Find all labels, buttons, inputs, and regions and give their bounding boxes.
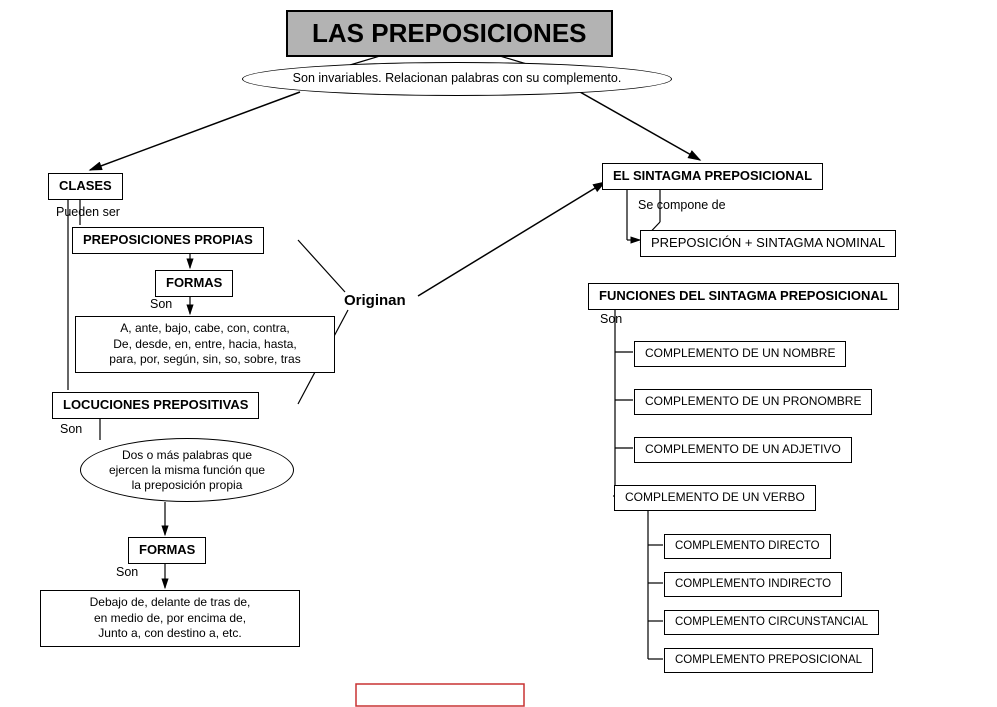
node-funciones: FUNCIONES DEL SINTAGMA PREPOSICIONAL <box>588 283 899 310</box>
node-comp-nombre: COMPLEMENTO DE UN NOMBRE <box>634 341 846 367</box>
label-son-3: Son <box>116 565 138 579</box>
ellipse-def-locucion: Dos o más palabras queejercen la misma f… <box>80 438 294 502</box>
label-son-2: Son <box>60 422 82 436</box>
node-comp-preposicional: COMPLEMENTO PREPOSICIONAL <box>664 648 873 673</box>
node-composicion: PREPOSICIÓN + SINTAGMA NOMINAL <box>640 230 896 257</box>
subtitle-ellipse: Son invariables. Relacionan palabras con… <box>242 62 672 96</box>
node-comp-directo: COMPLEMENTO DIRECTO <box>664 534 831 559</box>
node-locuciones: LOCUCIONES PREPOSITIVAS <box>52 392 259 419</box>
node-comp-circunstancial: COMPLEMENTO CIRCUNSTANCIAL <box>664 610 879 635</box>
title-box: LAS PREPOSICIONES <box>286 10 613 57</box>
label-son-4: Son <box>600 312 622 326</box>
label-son-1: Son <box>150 297 172 311</box>
label-originan: Originan <box>344 292 406 309</box>
label-pueden-ser: Pueden ser <box>56 205 120 219</box>
node-sintagma: EL SINTAGMA PREPOSICIONAL <box>602 163 823 190</box>
node-comp-pronombre: COMPLEMENTO DE UN PRONOMBRE <box>634 389 872 415</box>
node-comp-adjetivo: COMPLEMENTO DE UN ADJETIVO <box>634 437 852 463</box>
node-formas-1: FORMAS <box>155 270 233 297</box>
node-clases: CLASES <box>48 173 123 200</box>
node-lista-preposiciones: A, ante, bajo, cabe, con, contra,De, des… <box>75 316 335 373</box>
node-lista-locuciones: Debajo de, delante de tras de,en medio d… <box>40 590 300 647</box>
node-formas-2: FORMAS <box>128 537 206 564</box>
node-prep-propias: PREPOSICIONES PROPIAS <box>72 227 264 254</box>
node-comp-indirecto: COMPLEMENTO INDIRECTO <box>664 572 842 597</box>
node-comp-verbo: COMPLEMENTO DE UN VERBO <box>614 485 816 511</box>
label-se-compone: Se compone de <box>638 198 726 212</box>
